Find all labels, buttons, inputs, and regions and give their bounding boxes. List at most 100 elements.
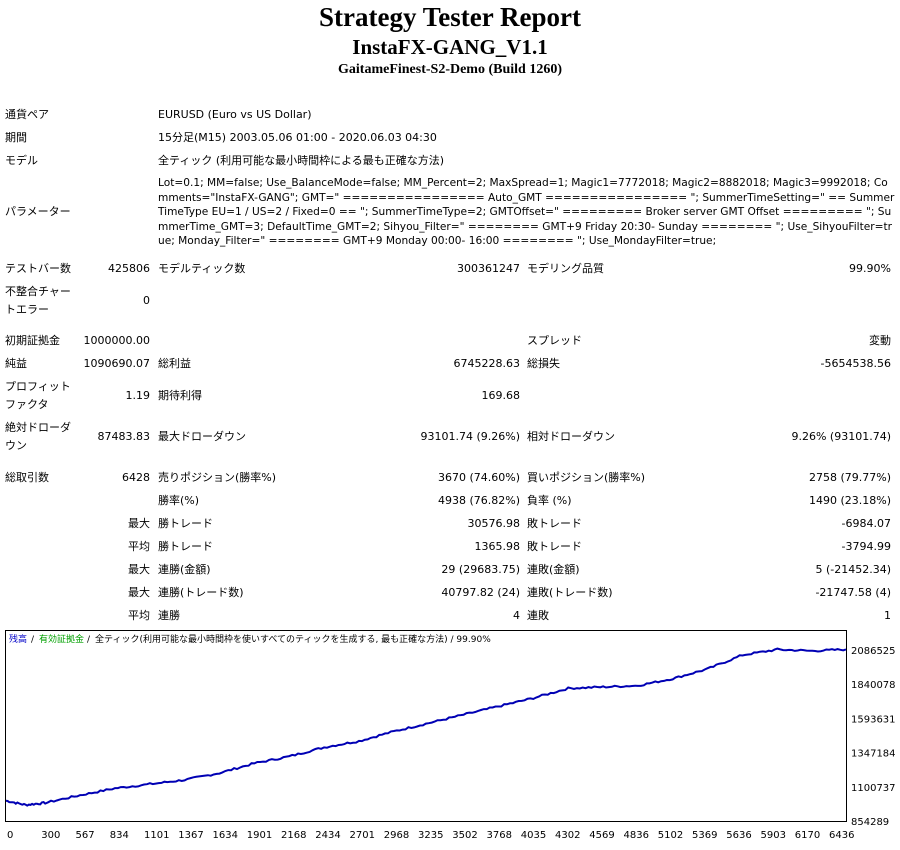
- model-value: 全ティック (利用可能な最小時間枠による最も正確な方法): [158, 154, 445, 167]
- y-tick-label: 1593631: [851, 714, 896, 725]
- avg-consec-wins-label: 連勝: [158, 609, 180, 622]
- win-rate-label: 勝率(%): [158, 494, 200, 507]
- largest-win-label: 勝トレード: [158, 517, 213, 530]
- max-consec-wins-value: 29 (29683.75): [441, 563, 520, 576]
- max-drawdown-value: 93101.74 (9.26%): [420, 430, 520, 443]
- gross-loss-value: -5654538.56: [820, 357, 891, 370]
- max-consec-loss-value: -21747.58 (4): [815, 586, 891, 599]
- avg-label-1: 平均: [128, 540, 150, 553]
- gross-profit-label: 総利益: [158, 357, 191, 370]
- profit-factor-value: 1.19: [125, 389, 151, 402]
- max-consec-profit-value: 40797.82 (24): [441, 586, 520, 599]
- largest-loss-value: -6984.07: [841, 517, 891, 530]
- legend-equity: 有効証拠金: [39, 633, 84, 645]
- balance-series-line: [5, 647, 847, 807]
- total-trades-value: 6428: [122, 471, 150, 484]
- mismatch-label-1: 不整合チャー: [5, 285, 71, 298]
- loss-rate-value: 1490 (23.18%): [808, 494, 891, 507]
- expected-payoff-label: 期待利得: [158, 389, 202, 402]
- y-tick-label: 854289: [851, 817, 889, 828]
- quality-value: 99.90%: [849, 262, 891, 275]
- quality-label: モデリング品質: [527, 262, 604, 275]
- max-drawdown-label: 最大ドローダウン: [158, 430, 246, 443]
- y-tick-label: 2086525: [851, 646, 896, 657]
- x-tick-label: 5636: [726, 830, 751, 841]
- server-info: GaitameFinest-S2-Demo (Build 1260): [338, 62, 562, 77]
- x-tick-label: 2168: [281, 830, 306, 841]
- report-title: Strategy Tester Report: [319, 2, 581, 32]
- symbol-label: 通貨ペア: [5, 108, 49, 121]
- x-tick-label: 5369: [692, 830, 717, 841]
- x-tick-label: 2968: [384, 830, 409, 841]
- avg-consec-losses-value: 1: [884, 609, 891, 622]
- balance-chart: 残高 / 有効証拠金 / 全ティック(利用可能な最小時間枠を使いすべてのティック…: [5, 630, 896, 841]
- largest-win-value: 30576.98: [467, 517, 521, 530]
- x-tick-label: 5903: [761, 830, 786, 841]
- long-positions-value: 2758 (79.77%): [808, 471, 891, 484]
- legend-sep-1: /: [31, 635, 35, 645]
- period-value: 15分足(M15) 2003.05.06 01:00 - 2020.06.03 …: [158, 131, 437, 144]
- params-value: Lot=0.1; MM=false; Use_BalanceMode=false…: [158, 177, 895, 247]
- model-label: モデル: [5, 154, 38, 167]
- total-trades-label: 総取引数: [5, 471, 49, 484]
- abs-drawdown-value: 87483.83: [97, 430, 151, 443]
- max-consec-losses-label: 連敗(金額): [527, 563, 580, 576]
- params-label: パラメーター: [5, 205, 71, 218]
- x-tick-label: 2434: [315, 830, 340, 841]
- x-tick-label: 1367: [178, 830, 203, 841]
- win-rate-value: 4938 (76.82%): [437, 494, 520, 507]
- avg-win-label: 勝トレード: [158, 540, 213, 553]
- abs-drawdown-label-2: ウン: [5, 439, 27, 452]
- avg-consec-losses-label: 連敗: [527, 609, 549, 622]
- y-tick-label: 1840078: [851, 680, 896, 691]
- long-positions-label: 買いポジション(勝率%): [527, 471, 646, 484]
- ea-name: InstaFX-GANG_V1.1: [352, 35, 548, 59]
- max-consec-losses-value: 5 (-21452.34): [815, 563, 891, 576]
- x-tick-label: 6170: [795, 830, 820, 841]
- y-tick-label: 1100737: [851, 783, 896, 794]
- x-tick-label: 3502: [452, 830, 477, 841]
- legend-sep-2: /: [87, 635, 91, 645]
- expected-payoff-value: 169.68: [481, 389, 521, 402]
- avg-consec-wins-value: 4: [513, 609, 520, 622]
- avg-loss-label: 敗トレード: [527, 540, 582, 553]
- period-label: 期間: [5, 131, 27, 144]
- max-consec-loss-label: 連敗(トレード数): [527, 586, 613, 599]
- x-tick-label: 5102: [658, 830, 683, 841]
- x-tick-label: 300: [41, 830, 60, 841]
- x-tick-label: 4035: [521, 830, 546, 841]
- x-tick-label: 567: [76, 830, 95, 841]
- legend-balance: 残高: [9, 633, 27, 645]
- abs-drawdown-label-1: 絶対ドローダ: [5, 421, 71, 434]
- short-positions-value: 3670 (74.60%): [437, 471, 520, 484]
- max-consec-profit-label: 連勝(トレード数): [158, 586, 244, 599]
- mismatch-label-2: トエラー: [5, 303, 49, 316]
- largest-loss-label: 敗トレード: [527, 517, 582, 530]
- mismatch-value: 0: [143, 294, 150, 307]
- x-tick-label: 1901: [247, 830, 272, 841]
- x-tick-label: 4836: [624, 830, 649, 841]
- rel-drawdown-value: 9.26% (93101.74): [791, 430, 891, 443]
- ticks-label: モデルティック数: [158, 262, 246, 275]
- spread-value: 変動: [869, 334, 891, 347]
- legend-model: 全ティック(利用可能な最小時間枠を使いすべてのティックを生成する, 最も正確な方…: [95, 633, 491, 645]
- max-label-3: 最大: [128, 586, 150, 599]
- x-tick-label: 1634: [213, 830, 238, 841]
- profit-factor-label-2: ファクタ: [5, 398, 49, 411]
- deposit-label: 初期証拠金: [5, 334, 60, 347]
- bars-label: テストバー数: [5, 262, 71, 275]
- x-tick-label: 4302: [555, 830, 580, 841]
- short-positions-label: 売りポジション(勝率%): [158, 471, 277, 484]
- net-profit-value: 1090690.07: [83, 357, 150, 370]
- avg-win-value: 1365.98: [474, 540, 521, 553]
- y-tick-label: 1347184: [851, 749, 896, 760]
- ticks-value: 300361247: [457, 262, 520, 275]
- gross-profit-value: 6745228.63: [453, 357, 520, 370]
- symbol-value: EURUSD (Euro vs US Dollar): [158, 108, 312, 121]
- x-tick-label: 834: [110, 830, 129, 841]
- plot-frame: [5, 630, 847, 822]
- net-profit-label: 純益: [5, 357, 27, 370]
- rel-drawdown-label: 相対ドローダウン: [527, 430, 615, 443]
- avg-loss-value: -3794.99: [841, 540, 891, 553]
- x-tick-label: 6436: [829, 830, 854, 841]
